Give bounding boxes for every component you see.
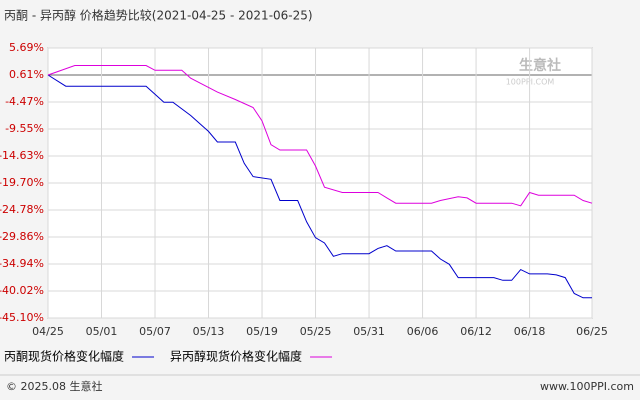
chart-title: 丙酮 - 异丙醇 价格趋势比较(2021-04-25 - 2021-06-25) — [4, 8, 313, 23]
watermark: 生意社 — [519, 57, 561, 74]
x-tick-label: 05/01 — [86, 325, 118, 338]
footer-right: www.100PPI.com — [540, 380, 634, 393]
y-tick-label: -4.47% — [5, 95, 44, 108]
legend-label: 丙酮现货价格变化幅度 — [4, 349, 124, 364]
x-tick-label: 06/18 — [514, 325, 546, 338]
y-tick-label: -40.02% — [0, 284, 44, 297]
x-tick-label: 04/25 — [32, 325, 64, 338]
y-tick-label: -45.10% — [0, 311, 44, 324]
series-line — [47, 74, 592, 299]
y-tick-label: 0.61% — [9, 68, 44, 81]
footer-left: © 2025.08 生意社 — [6, 379, 102, 393]
legend-label: 异丙醇现货价格变化幅度 — [170, 349, 302, 364]
y-tick-label: -14.63% — [0, 149, 44, 162]
x-tick-label: 05/13 — [193, 325, 225, 338]
x-tick-label: 05/25 — [300, 325, 332, 338]
y-tick-label: -34.94% — [0, 257, 44, 270]
x-tick-label: 05/07 — [139, 325, 171, 338]
series-line — [47, 65, 593, 207]
x-tick-label: 05/31 — [353, 325, 385, 338]
y-tick-label: -24.78% — [0, 203, 44, 216]
x-tick-label: 06/12 — [460, 325, 492, 338]
x-tick-label: 06/25 — [576, 325, 608, 338]
y-tick-label: 5.69% — [9, 41, 44, 54]
x-tick-label: 06/06 — [407, 325, 439, 338]
y-tick-label: -19.70% — [0, 176, 44, 189]
y-tick-label: -29.86% — [0, 230, 44, 243]
x-tick-label: 05/19 — [246, 325, 278, 338]
y-tick-label: -9.55% — [5, 122, 44, 135]
